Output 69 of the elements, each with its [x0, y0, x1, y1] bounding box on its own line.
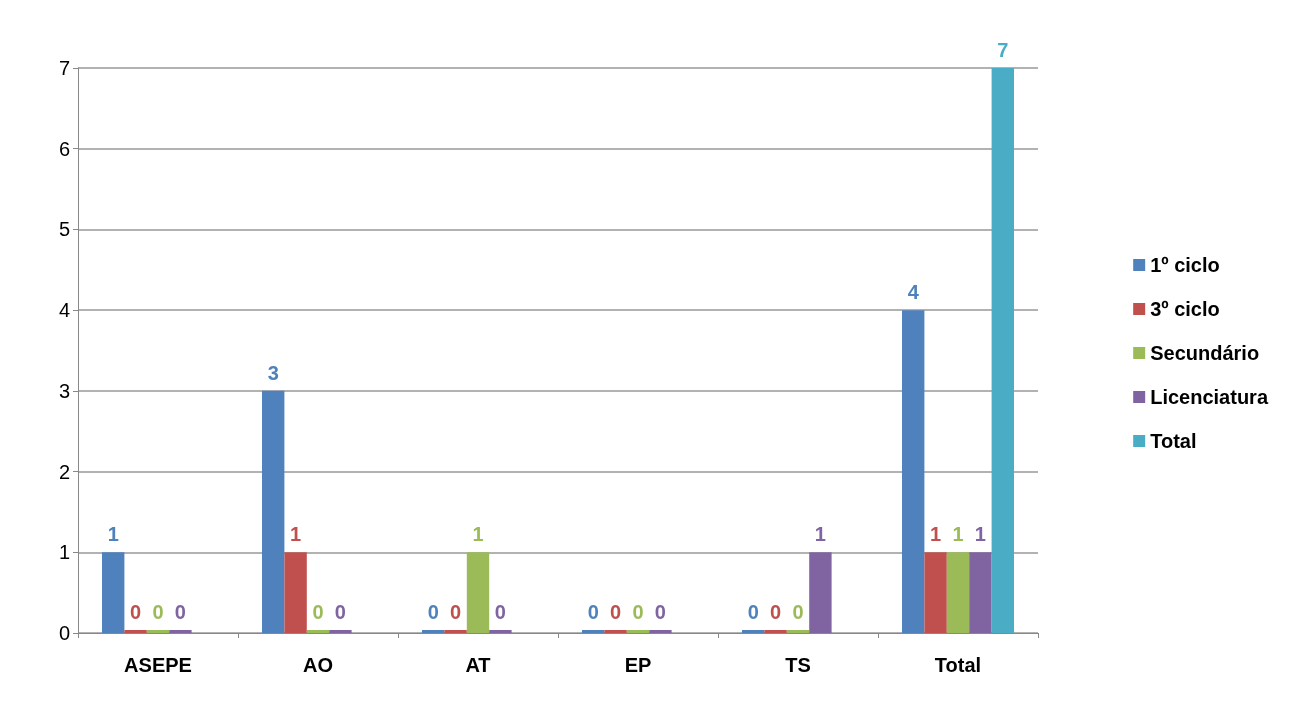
- y-tick-label: 0: [58, 622, 70, 644]
- data-label: 0: [747, 601, 759, 623]
- bar: [604, 630, 627, 633]
- data-label: 1: [814, 523, 826, 546]
- bar: [489, 630, 512, 633]
- data-label: 1: [472, 523, 484, 546]
- data-label: 1: [952, 523, 964, 546]
- data-label: 0: [587, 601, 599, 623]
- legend-label: 3º ciclo: [1150, 298, 1220, 320]
- data-label: 0: [610, 601, 622, 623]
- bar: [649, 630, 672, 633]
- data-label: 0: [427, 601, 439, 623]
- bar: [262, 390, 285, 633]
- y-tick-label: 7: [58, 57, 70, 79]
- data-label: 3: [267, 361, 279, 384]
- bar: [102, 552, 125, 633]
- y-tick-label: 5: [58, 218, 70, 241]
- data-label: 4: [907, 281, 920, 304]
- x-tick-label: EP: [624, 654, 652, 676]
- data-label: 7: [997, 39, 1009, 61]
- bar: [924, 552, 947, 633]
- legend-label: Total: [1150, 430, 1197, 452]
- data-label: 1: [107, 523, 119, 546]
- bar: [809, 552, 832, 633]
- y-tick-label: 6: [58, 137, 70, 160]
- bar: [444, 630, 467, 633]
- bar: [422, 630, 445, 633]
- bar: [169, 630, 192, 633]
- x-tick-label: Total: [934, 654, 982, 676]
- bar: [764, 630, 787, 633]
- data-label: 1: [290, 523, 302, 546]
- y-tick-label: 4: [58, 299, 70, 322]
- bar: [466, 552, 490, 633]
- bar: [902, 310, 925, 633]
- data-label: 0: [494, 601, 506, 623]
- data-label: 0: [130, 601, 142, 623]
- data-label: 0: [632, 601, 644, 623]
- x-tick-label: ASEPE: [124, 654, 192, 676]
- x-tick-label: AO: [303, 654, 333, 676]
- data-label: 0: [152, 601, 164, 623]
- data-label: 1: [974, 523, 986, 546]
- data-label: 0: [450, 601, 462, 623]
- bar: [969, 552, 992, 633]
- bar: [626, 630, 650, 633]
- bar: [786, 630, 810, 633]
- bar: [284, 552, 307, 633]
- y-tick-label: 2: [58, 460, 70, 483]
- bar: [329, 630, 352, 633]
- x-tick-label: TS: [785, 654, 811, 676]
- legend-label: 1º ciclo: [1150, 254, 1220, 276]
- legend-label: Licenciatura: [1150, 386, 1269, 408]
- bar: [306, 630, 330, 633]
- y-tick-label: 1: [58, 541, 70, 564]
- data-label: 0: [312, 601, 324, 623]
- bar: [124, 630, 147, 633]
- x-tick-label: AT: [465, 654, 491, 676]
- bar: [582, 630, 605, 633]
- bar: [946, 552, 970, 633]
- data-label: 0: [770, 601, 782, 623]
- data-label: 1: [930, 523, 942, 546]
- bar: [742, 630, 765, 633]
- legend-label: Secundário: [1150, 342, 1260, 364]
- data-label: 0: [792, 601, 804, 623]
- data-label: 0: [654, 601, 666, 623]
- bar: [146, 630, 170, 633]
- bar: [991, 68, 1014, 633]
- data-label: 0: [174, 601, 186, 623]
- data-label: 0: [334, 601, 346, 623]
- y-tick-label: 3: [58, 379, 70, 402]
